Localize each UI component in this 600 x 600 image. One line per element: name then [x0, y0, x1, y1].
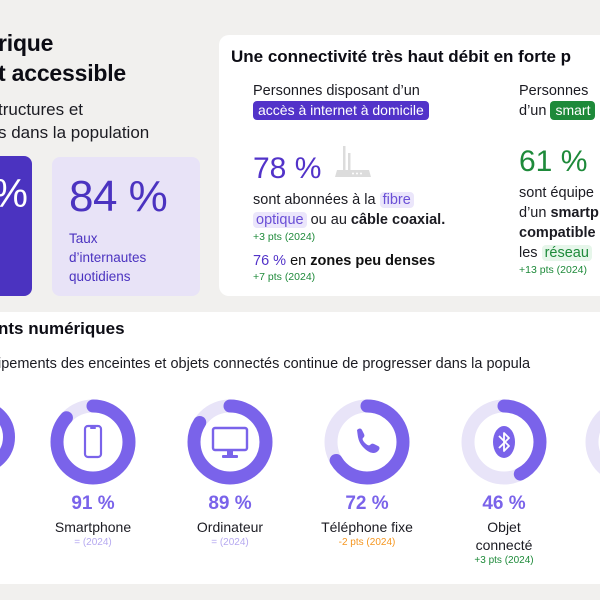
- highlight-optique: optique: [253, 212, 307, 228]
- partial-ring: [0, 407, 15, 467]
- stat-card-dark: %: [0, 156, 32, 296]
- low-density-delta: +7 pts (2024): [253, 271, 316, 283]
- monitor-icon: [211, 426, 249, 458]
- connectivity-card: Une connectivité très haut débit en fort…: [219, 35, 600, 296]
- stat-value: 84 %: [69, 172, 168, 221]
- low-density-stat: 76 % en zones peu denses: [253, 253, 436, 269]
- stat-label: Taux d’internautes quotidiens: [69, 231, 147, 284]
- device-computer: 89 % Ordinateur = (2024): [175, 399, 285, 549]
- stat-value: %: [0, 172, 28, 217]
- computer-ring: [187, 399, 273, 485]
- mobile-delta: +13 pts (2024): [519, 264, 588, 276]
- hero-subtitle: tructures et s dans la population: [0, 100, 150, 142]
- connected-object-ring: [461, 399, 547, 485]
- router-icon: [333, 144, 373, 186]
- home-description: sont abonnées à la fibre optique ou au c…: [253, 192, 446, 228]
- device-landline: 72 % Téléphone fixe -2 pts (2024): [312, 399, 422, 549]
- smartphone-icon: [83, 424, 103, 459]
- home-intro: Personnes disposant d’un: [253, 83, 420, 99]
- smartphone-ring: [50, 399, 136, 485]
- home-internet-column: Personnes disposant d’un accès à interne…: [253, 81, 493, 285]
- mobile-pill: smart: [550, 101, 596, 120]
- highlight-fibre: fibre: [379, 192, 414, 208]
- devices-section: nts numériques ipements des enceintes et…: [0, 312, 600, 584]
- devices-subtitle: ipements des enceintes et objets connect…: [0, 356, 531, 372]
- hero-title: rique t accessible: [0, 30, 127, 86]
- smartphone-column: Personnes d’un smart 61 % sont équipe d’…: [519, 81, 600, 278]
- connectivity-title: Une connectivité très haut débit en fort…: [231, 47, 572, 66]
- landline-ring: [324, 399, 410, 485]
- devices-title: nts numériques: [0, 319, 125, 338]
- stat-card-daily-users: 84 % Taux d’internautes quotidiens: [52, 157, 200, 296]
- phone-icon: [357, 428, 380, 453]
- bluetooth-icon: [493, 426, 515, 458]
- partial-ring-right: [585, 410, 600, 474]
- home-pill: accès à internet à domicile: [253, 101, 429, 120]
- home-value: 78 %: [253, 152, 322, 185]
- device-connected-object: 46 % Objet connecté +3 pts (2024): [449, 399, 559, 567]
- highlight-reseaux: réseau: [541, 245, 592, 261]
- device-smartphone: 91 % Smartphone = (2024): [38, 399, 148, 549]
- mobile-value: 61 %: [519, 145, 588, 178]
- mobile-description: sont équipe d’un smartp compatible les r…: [519, 185, 599, 261]
- home-delta: +3 pts (2024): [253, 231, 316, 243]
